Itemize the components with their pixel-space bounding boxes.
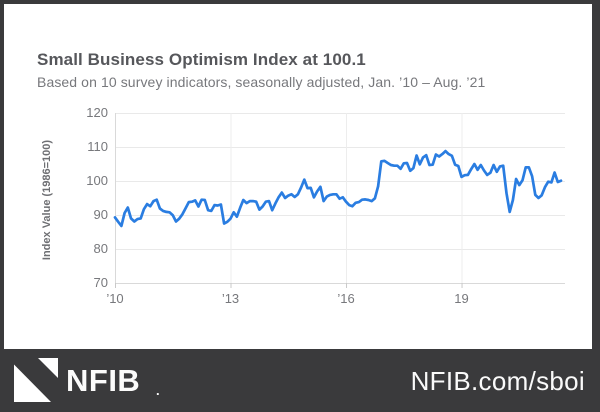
y-tick-label: 110 [87,139,108,154]
y-tick-label: 70 [93,275,108,290]
y-tick-label: 80 [93,241,108,256]
y-axis-title: Index Value (1986=100) [41,139,53,261]
footer-url: NFIB.com/sboi [410,366,585,396]
optimism-index-line [113,149,563,228]
x-tick-label: ’13 [221,291,240,306]
chart-card: Small Business Optimism Index at 100.1 B… [4,4,592,349]
optimism-line-chart [113,113,565,288]
page-title: Small Business Optimism Index at 100.1 [37,50,366,69]
nfib-wordmark: NFIB [66,363,141,398]
x-tick-label: ’16 [337,291,355,306]
nfib-logo-icon [14,358,58,402]
x-tick-label: ’10 [106,291,124,306]
x-tick-label: 19 [454,291,469,306]
nfib-trademark-dot: . [156,383,160,398]
footer-bar: NFIB . NFIB.com/sboi [0,349,600,412]
y-tick-label: 120 [86,105,108,120]
page-subtitle: Based on 10 survey indicators, seasonall… [37,74,486,90]
y-tick-label: 90 [93,207,108,222]
y-tick-label: 100 [86,173,108,188]
